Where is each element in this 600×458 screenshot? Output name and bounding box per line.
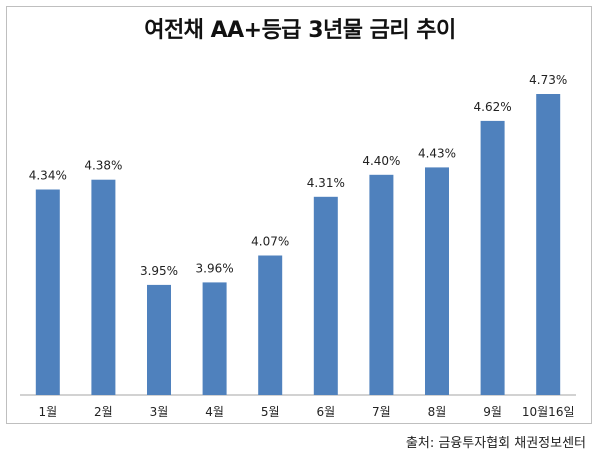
- data-label-9: 4.62%: [474, 100, 512, 114]
- x-tick-label-6: 6월: [316, 405, 335, 419]
- x-tick-label-4: 4월: [205, 405, 224, 419]
- bar-1: [35, 189, 60, 395]
- bar-5: [258, 255, 283, 395]
- data-label-8: 4.43%: [418, 146, 456, 160]
- data-label-4: 3.96%: [196, 261, 234, 275]
- x-tick-label-1: 1월: [38, 405, 57, 419]
- data-label-6: 4.31%: [307, 176, 345, 190]
- data-label-1: 4.34%: [29, 169, 67, 183]
- chart-title: 여전채 AA+등급 3년물 금리 추이: [144, 18, 456, 43]
- bar-2: [91, 179, 116, 395]
- data-label-7: 4.40%: [362, 154, 400, 168]
- x-tick-label-9: 9월: [483, 405, 502, 419]
- bar-chart: 4.34% 1월 4.38% 2월 3.95% 3월 3.96% 4월 4.07% 5월 4.31%…: [20, 73, 576, 419]
- data-label-3: 3.95%: [140, 264, 178, 278]
- x-tick-label-2: 2월: [94, 405, 113, 419]
- x-tick-label-3: 3월: [150, 405, 169, 419]
- bar-9: [480, 120, 505, 396]
- x-tick-label-8: 8월: [428, 405, 447, 419]
- source-note: 출처: 금융투자협회 채권정보센터: [405, 436, 586, 451]
- x-tick-label-5: 5월: [261, 405, 280, 419]
- x-tick-label-10: 10월16일: [522, 405, 575, 419]
- data-label-10: 4.73%: [529, 73, 567, 87]
- data-label-2: 4.38%: [84, 159, 122, 173]
- bar-10: [536, 94, 561, 395]
- x-tick-label-7: 7월: [372, 405, 391, 419]
- bar-8: [425, 167, 449, 395]
- bar-4: [202, 282, 227, 395]
- bar-7: [369, 174, 394, 395]
- data-label-5: 4.07%: [251, 235, 289, 249]
- bar-6: [313, 196, 338, 395]
- bar-3: [147, 284, 171, 395]
